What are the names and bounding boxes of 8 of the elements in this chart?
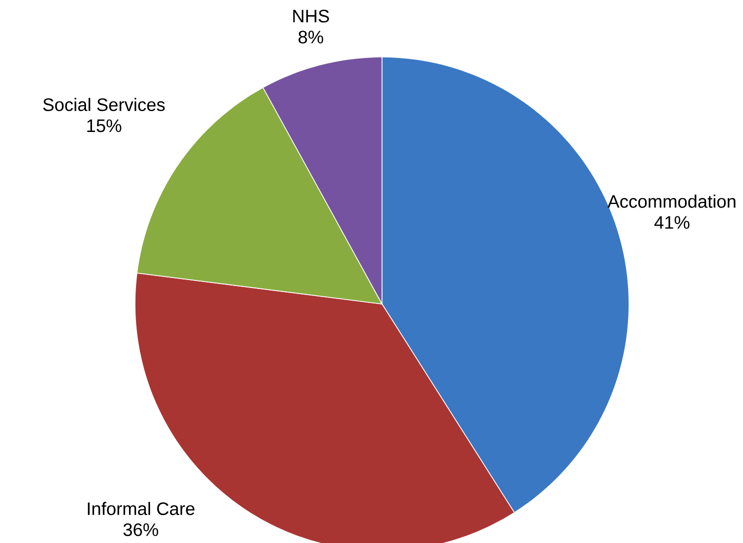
slice-label: Social Services (43, 98, 165, 112)
data-label: 8% (298, 30, 324, 44)
slice-label: Accommodation (608, 194, 736, 208)
slice-label: Informal Care (88, 502, 194, 516)
data-label: 41% (654, 216, 690, 229)
data-label: 15% (87, 119, 122, 132)
slice-label: NHS (293, 10, 329, 22)
data-label: 36% (123, 523, 158, 536)
